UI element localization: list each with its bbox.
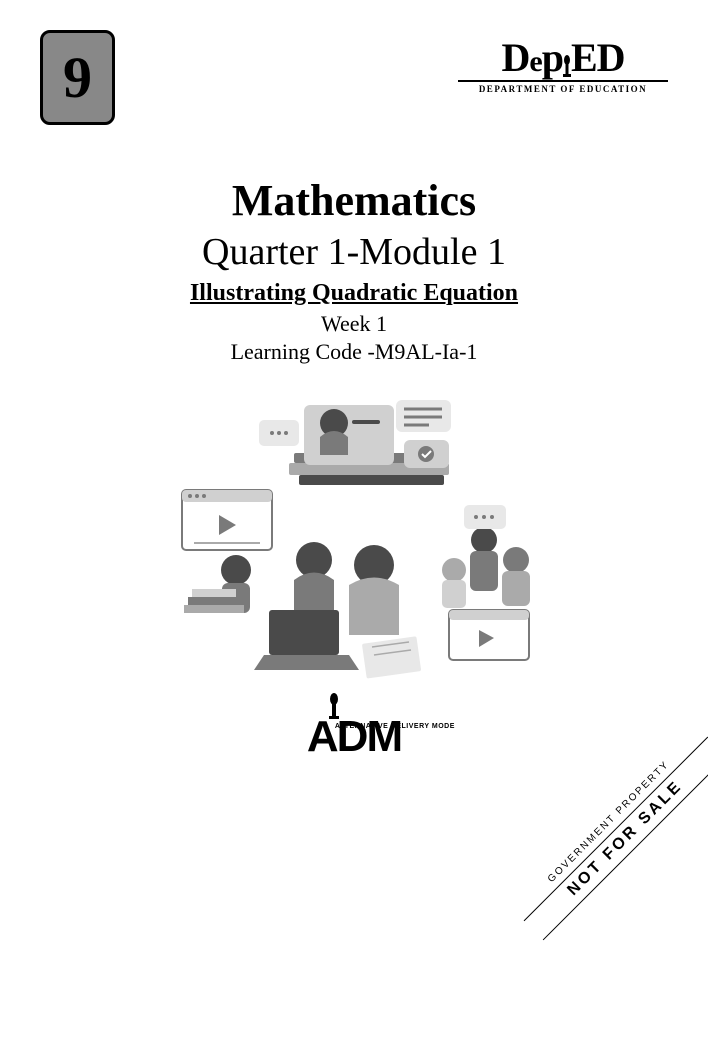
week-label: Week 1 [40, 311, 668, 337]
stamp-rule [524, 737, 708, 922]
subject-title: Mathematics [40, 175, 668, 226]
torch-icon [327, 687, 341, 717]
title-block: Mathematics Quarter 1-Module 1 Illustrat… [40, 175, 668, 365]
topic-title: Illustrating Quadratic Equation [40, 280, 668, 307]
adm-text: ADM [307, 712, 401, 761]
adm-subtitle: ALTERNATIVE DELIVERY MODE [335, 723, 455, 730]
cover-illustration [164, 385, 544, 695]
module-cover-page: 9 DepED DEPARTMENT OF EDUCATION Mathemat… [0, 0, 708, 921]
learning-code: Learning Code -M9AL-Ia-1 [40, 339, 668, 365]
adm-wordmark: ALTERNATIVE DELIVERY MODE ADM [307, 715, 401, 759]
deped-logo: DepED DEPARTMENT OF EDUCATION [458, 30, 668, 94]
quarter-module: Quarter 1-Module 1 [40, 230, 668, 274]
grade-level-box: 9 [40, 30, 115, 125]
stamp-line2: NOT FOR SALE [527, 740, 708, 937]
grade-number: 9 [63, 44, 92, 111]
adm-logo: ALTERNATIVE DELIVERY MODE ADM [40, 715, 668, 759]
torch-icon [561, 50, 573, 78]
deped-wordmark: DepED [458, 38, 668, 78]
header-row: 9 DepED DEPARTMENT OF EDUCATION [40, 30, 668, 125]
